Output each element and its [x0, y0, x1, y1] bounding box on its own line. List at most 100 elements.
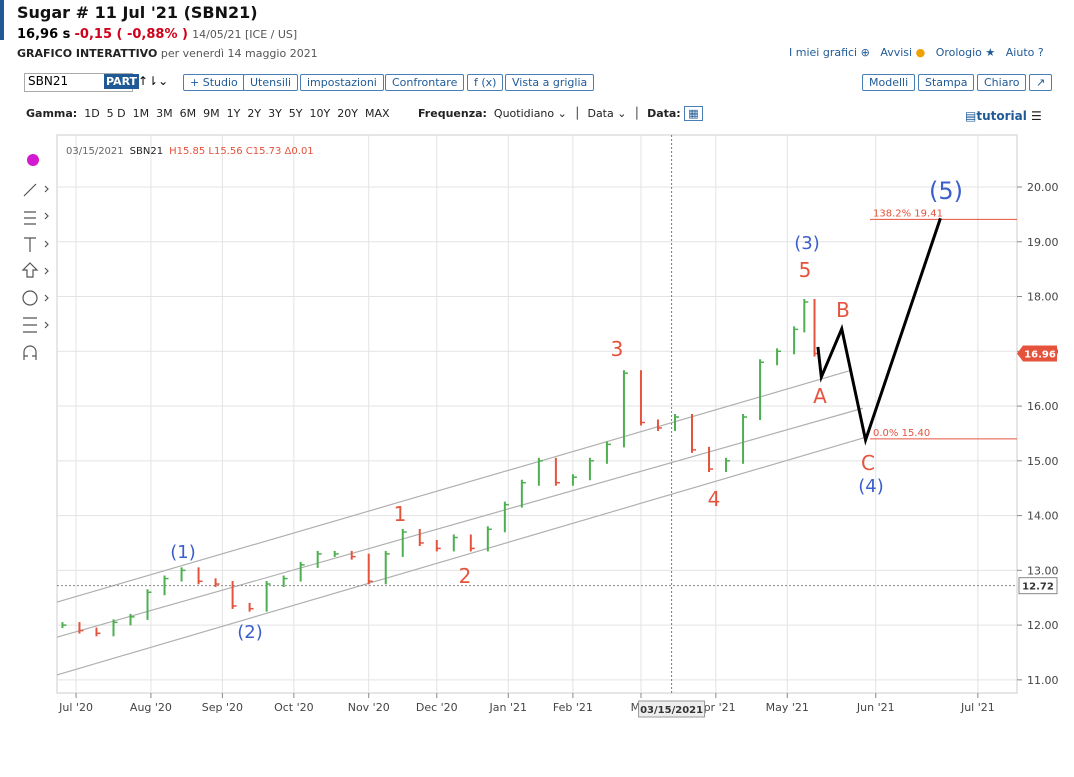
range-option[interactable]: 1Y — [226, 107, 241, 120]
toolbar-button[interactable]: Modelli — [862, 74, 916, 91]
range-option[interactable]: 2Y — [247, 107, 262, 120]
price-bar — [367, 553, 373, 585]
price-bar — [725, 457, 731, 473]
x-tick-label: Sep '20 — [202, 701, 243, 714]
range-option[interactable]: 3Y — [268, 107, 282, 120]
frequency-label: Frequenza: — [418, 107, 487, 120]
price-bar — [803, 299, 809, 333]
range-row: Gamma: 1D 5 D 1M 3M 6M 9M 1Y 2Y 3Y 5Y 10… — [26, 107, 390, 120]
range-option[interactable]: 3M — [156, 107, 173, 120]
y-tick-label: 13.00 — [1027, 564, 1059, 577]
reference-label: 12.72 — [1022, 582, 1054, 593]
price-bar — [95, 627, 101, 637]
date-text: per venerdì 14 maggio 2021 — [160, 47, 318, 60]
y-tick-label: 19.00 — [1027, 236, 1059, 249]
price-bar — [248, 602, 254, 612]
exchange: 14/05/21 [ICE / US] — [192, 28, 298, 41]
price-bar — [469, 534, 475, 552]
toolbar-button[interactable]: + Studio — [183, 74, 245, 91]
price-bar — [350, 550, 356, 560]
price-bar — [503, 501, 509, 533]
crosshair-box — [638, 700, 706, 718]
channel-line — [56, 407, 864, 638]
range-option[interactable]: 1M — [132, 107, 150, 120]
plot-area — [56, 134, 1018, 694]
frequency[interactable]: Quotidiano — [493, 107, 555, 120]
x-tick-label: May '21 — [766, 701, 809, 714]
range-option[interactable]: 10Y — [309, 107, 331, 120]
range-option[interactable]: 5Y — [288, 107, 303, 120]
price-bar — [418, 529, 424, 546]
price-bar — [435, 539, 441, 552]
price-bar — [180, 567, 186, 582]
chart-label: GRAFICO INTERATTIVO — [17, 47, 158, 60]
price-bar — [537, 457, 543, 486]
price-bar — [299, 561, 305, 582]
channel-line — [56, 436, 866, 676]
price-bar — [742, 414, 748, 464]
symbol: SBN21 — [28, 74, 69, 88]
x-tick-label: Jul '21 — [960, 701, 995, 714]
price-bar — [605, 441, 611, 464]
wave-label: (1) — [170, 542, 196, 563]
links: I miei grafici ⊕ Avvisi ● Orologio ★ Aiu… — [789, 46, 1044, 59]
x-tick-label: Jul '20 — [58, 701, 93, 714]
link[interactable]: I miei grafici — [789, 46, 858, 59]
toolbar-button[interactable]: Confrontare — [385, 74, 465, 91]
data-label: Data: — [647, 107, 681, 120]
range-option[interactable]: 6M — [179, 107, 197, 120]
toolbar-button[interactable]: Utensili — [243, 74, 299, 91]
range-option[interactable]: 20Y — [337, 107, 358, 120]
price-bar — [691, 414, 697, 453]
x-tick-label: Apr '21 — [696, 701, 736, 714]
y-tick-label: 14.00 — [1027, 510, 1059, 523]
price-bar — [588, 457, 594, 481]
range-option[interactable]: 1D — [84, 107, 100, 120]
price-bar — [112, 619, 118, 637]
price-bar — [316, 550, 322, 568]
drawing-tools[interactable] — [21, 183, 49, 360]
price-bar — [129, 613, 135, 626]
price-line: 16,96 s -0,15 ( -0,88% ) 14/05/21 [ICE /… — [17, 27, 297, 42]
toolbar-button[interactable]: impostazioni — [300, 74, 384, 91]
price-bar — [776, 348, 782, 366]
toolbar-button[interactable]: Vista a griglia — [505, 74, 595, 91]
data-select[interactable]: Data — [587, 107, 614, 120]
link[interactable]: Orologio — [935, 46, 982, 59]
link[interactable]: Avvisi — [880, 46, 913, 59]
y-tick-label: 20.00 — [1027, 181, 1059, 194]
price-bar — [656, 419, 662, 431]
price-bar — [639, 370, 645, 426]
range-option[interactable]: 9M — [203, 107, 220, 120]
price-bar — [146, 589, 152, 620]
price-bar — [214, 578, 220, 588]
price-bar — [708, 446, 714, 473]
x-tick-label: Feb '21 — [553, 701, 593, 714]
y-tick-label: 15.00 — [1027, 455, 1059, 468]
price-bar — [554, 457, 560, 486]
range-option[interactable]: MAX — [364, 107, 390, 120]
tutorial[interactable]: ▤tutorial ☰ — [965, 109, 1042, 123]
x-tick-label: Dec '20 — [416, 701, 458, 714]
tutorial-text: tutorial — [976, 109, 1027, 123]
last-price-box — [1017, 345, 1057, 362]
sort-icon[interactable]: ↑⇂⌄ — [138, 74, 169, 88]
range-option[interactable]: 5 D — [106, 107, 126, 120]
color-dot[interactable] — [27, 154, 39, 166]
price-bar — [265, 581, 271, 612]
link[interactable]: Aiuto — [1005, 46, 1035, 59]
expand-button[interactable]: ↗ — [1029, 74, 1053, 91]
price-bar — [759, 359, 765, 421]
x-tick-label: Jan '21 — [489, 701, 527, 714]
toolbar-button[interactable]: Chiaro — [977, 74, 1027, 91]
price-bar — [384, 550, 390, 585]
toolbar-button[interactable]: Stampa — [918, 74, 975, 91]
price-bar — [452, 534, 458, 552]
wave-label: C — [861, 451, 875, 475]
frequency-row: Frequenza: Quotidiano ⌄ │ Data ⌄ │ Data:… — [418, 106, 703, 121]
wave-label: (2) — [237, 622, 263, 643]
toolbar-button[interactable]: f (x) — [467, 74, 504, 91]
title: Sugar # 11 Jul '21 (SBN21) — [17, 3, 258, 22]
change: -0,15 ( -0,88% ) — [74, 27, 188, 42]
